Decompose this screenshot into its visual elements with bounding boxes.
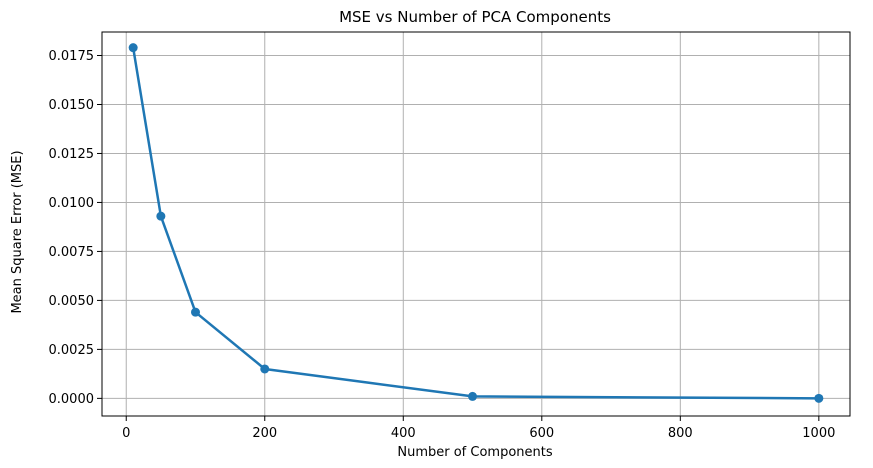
- y-tick-label: 0.0175: [49, 49, 95, 64]
- x-axis: 0 200 400 600 800 1000: [122, 416, 835, 441]
- y-axis: 0.0000 0.0025 0.0050 0.0075 0.0100 0.0125 0.01…: [49, 49, 102, 407]
- y-axis-title: Mean Square Error (MSE): [10, 150, 25, 313]
- data-point: [191, 307, 200, 317]
- series-layer: [128, 43, 824, 403]
- x-tick-label: 800: [668, 426, 693, 441]
- x-tick-label: 0: [122, 426, 130, 441]
- data-point: [156, 211, 166, 221]
- y-tick-label: 0.0075: [49, 245, 95, 260]
- y-tick-label: 0.0125: [49, 147, 95, 162]
- chart-title: MSE vs Number of PCA Components: [339, 8, 611, 26]
- data-point: [468, 391, 478, 401]
- plot-frame: [101, 31, 851, 417]
- data-point: [814, 393, 824, 403]
- y-tick-label: 0.0000: [49, 392, 95, 407]
- data-point: [128, 43, 138, 53]
- y-tick-label: 0.0100: [49, 196, 95, 211]
- series-line: [131, 47, 819, 400]
- x-tick-label: 1000: [802, 426, 835, 441]
- data-point: [260, 364, 270, 374]
- x-tick-label: 400: [391, 426, 416, 441]
- x-tick-label: 200: [252, 426, 277, 441]
- y-tick-label: 0.0150: [49, 98, 95, 113]
- grid: [102, 32, 850, 416]
- x-tick-label: 600: [529, 426, 554, 441]
- x-axis-title: Number of Components: [397, 445, 552, 460]
- y-tick-label: 0.0025: [49, 343, 95, 358]
- y-tick-label: 0.0050: [49, 294, 95, 309]
